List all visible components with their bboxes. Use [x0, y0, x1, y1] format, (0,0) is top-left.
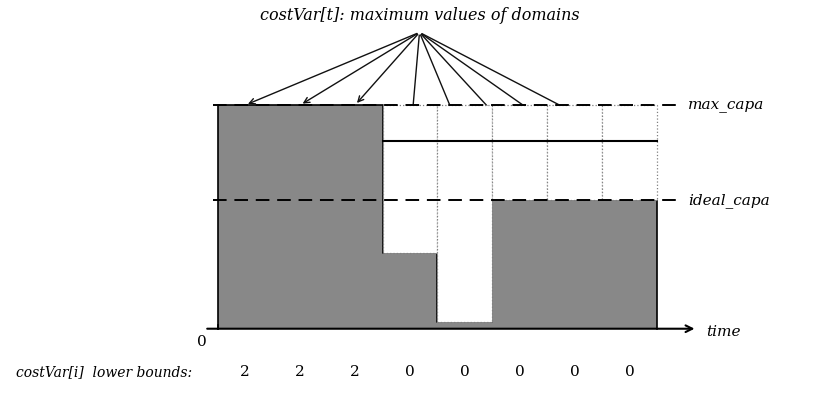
Text: max_capa: max_capa [688, 98, 764, 112]
Text: 0: 0 [570, 365, 580, 379]
Bar [218, 105, 273, 329]
Text: costVar[t]: maximum values of domains: costVar[t]: maximum values of domains [260, 7, 579, 24]
Text: 2: 2 [241, 365, 250, 379]
Text: 0: 0 [625, 365, 634, 379]
Bar [492, 200, 547, 329]
Bar [437, 105, 492, 322]
Bar [383, 253, 437, 329]
Text: 0: 0 [460, 365, 470, 379]
Text: 0: 0 [405, 365, 414, 379]
Text: costVar[i]  lower bounds:: costVar[i] lower bounds: [16, 365, 192, 379]
Text: 2: 2 [295, 365, 305, 379]
Bar [602, 200, 657, 329]
Bar [273, 105, 328, 329]
Text: 0: 0 [515, 365, 524, 379]
Bar [437, 322, 492, 329]
Bar [547, 200, 602, 329]
Bar [602, 105, 657, 200]
Text: 0: 0 [197, 336, 207, 349]
Bar [383, 105, 437, 253]
Text: time: time [706, 325, 741, 338]
Text: ideal_capa: ideal_capa [688, 193, 770, 208]
Bar [328, 105, 383, 329]
Bar [547, 105, 602, 200]
Bar [492, 105, 547, 200]
Text: 2: 2 [350, 365, 360, 379]
